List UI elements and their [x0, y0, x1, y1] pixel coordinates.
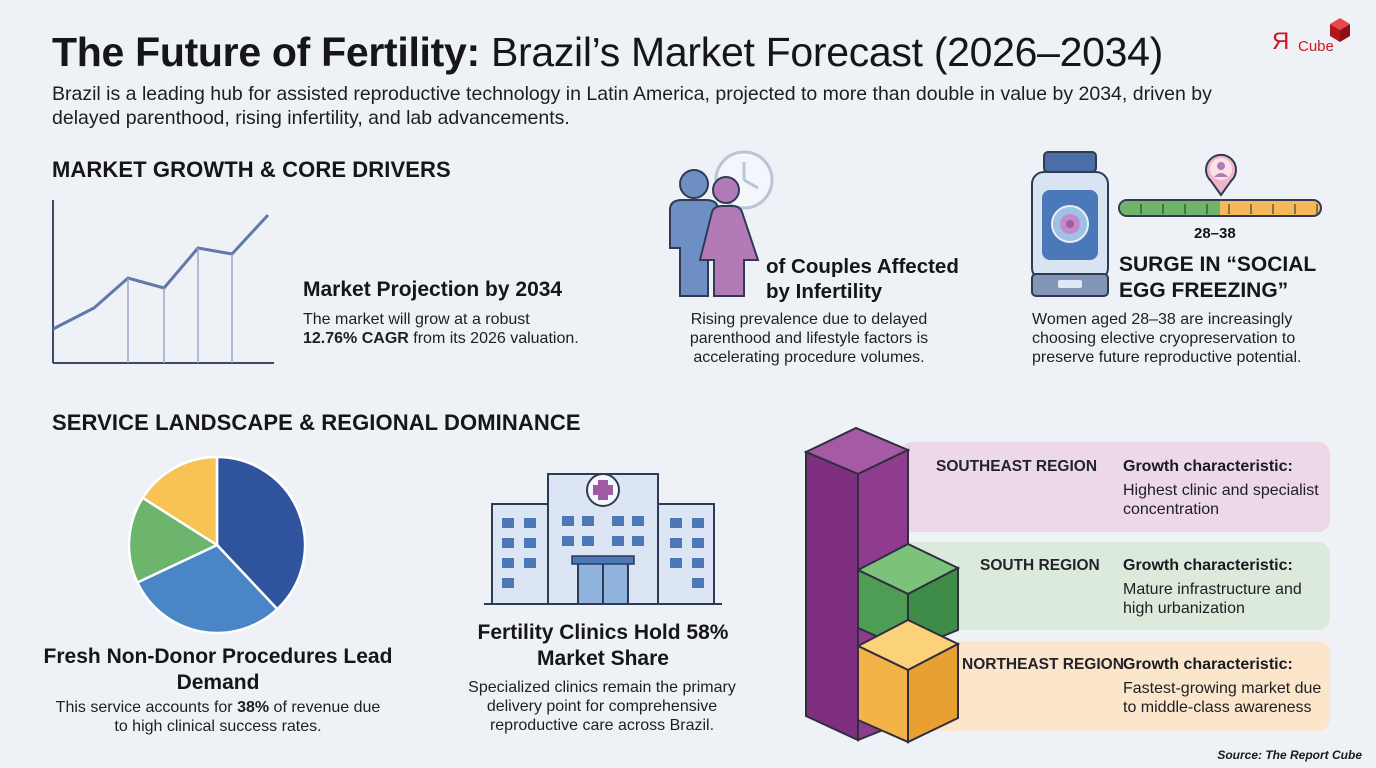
region-text-south: Mature infrastructure and high urbanizat… [1123, 581, 1302, 617]
region-label-northeast: Growth characteristic: [1123, 656, 1293, 673]
region-text-southeast: Highest clinic and specialist concentrat… [1123, 482, 1319, 518]
growth-section-heading: MARKET GROWTH & CORE DRIVERS [52, 157, 451, 182]
region-box-southeast [900, 442, 1330, 532]
title-rest: Brazil’s Market Forecast (2026–2034) [490, 29, 1164, 75]
region-label-southeast: Growth characteristic: [1123, 458, 1293, 475]
region-box-northeast [900, 641, 1330, 731]
region-name-southeast: SOUTHEAST REGION [936, 458, 1098, 475]
region-label-south: Growth characteristic: [1123, 557, 1293, 574]
pie-text-after: of revenue due to high clinical success … [114, 699, 381, 735]
source-note: Source: The Report Cube [1217, 748, 1362, 762]
projection-title: Market Projection by 2034 [303, 278, 563, 301]
hospital-icon [484, 473, 722, 605]
projection-text: The market will grow at a robust 12.76% … [303, 310, 633, 348]
egg-freezing-title: SURGE IN “SOCIAL EGG FREEZING” [1119, 253, 1316, 302]
page-title: The Future of Fertility: Brazil’s Market… [52, 28, 1163, 76]
age-gauge-track [1118, 199, 1322, 217]
age-gauge [1118, 153, 1324, 219]
pie-text-before: This service accounts for [55, 699, 238, 716]
projection-text-after: from its 2026 valuation. [408, 330, 579, 347]
woman-pin-icon [1205, 153, 1237, 197]
logo-text: Cube [1298, 38, 1334, 55]
title-bold: The Future of Fertility: [52, 29, 480, 75]
service-pie-chart [127, 455, 307, 635]
projection-text-before: The market will grow at a robust [303, 311, 530, 328]
region-name-south: SOUTH REGION [980, 557, 1100, 574]
brand-logo: Я Cube [1270, 14, 1360, 60]
cryo-tank-icon [1031, 151, 1109, 297]
pie-slice-4 [140, 455, 219, 548]
region-box-south [900, 542, 1330, 630]
couple-clock-icon [669, 150, 774, 297]
growth-chart-icon [52, 200, 274, 364]
clinics-text: Specialized clinics remain the primary d… [468, 679, 736, 734]
pie-share: 38% [237, 699, 270, 716]
pie-slice-fresh-non-donor [215, 455, 307, 611]
pie-title: Fresh Non-Donor Procedures Lead Demand [43, 645, 393, 694]
region-text-northeast: Fastest-growing market due to middle-cla… [1123, 680, 1322, 716]
pie-text: This service accounts for 38% of revenue… [52, 698, 384, 736]
pie-slice-3 [127, 496, 220, 585]
egg-freezing-text: Women aged 28–38 are increasingly choosi… [1032, 311, 1302, 366]
age-gauge-ticks [1120, 204, 1320, 214]
cube-logo-icon [1330, 18, 1350, 42]
service-section-heading: SERVICE LANDSCAPE & REGIONAL DOMINANCE [52, 410, 581, 435]
region-name-northeast: NORTHEAST REGION [962, 656, 1124, 673]
couples-text: Rising prevalence due to delayed parenth… [689, 311, 929, 366]
clinics-title: Fertility Clinics Hold 58% Market Share [477, 621, 729, 670]
age-range-label: 28–38 [1194, 225, 1236, 242]
region-bars-3d [803, 426, 961, 744]
couples-title: of Couples Affected by Infertility [766, 255, 959, 303]
projection-cagr: 12.76% CAGR [303, 330, 409, 347]
logo-mark: Я [1272, 28, 1290, 55]
page-subtitle: Brazil is a leading hub for assisted rep… [52, 83, 1212, 129]
